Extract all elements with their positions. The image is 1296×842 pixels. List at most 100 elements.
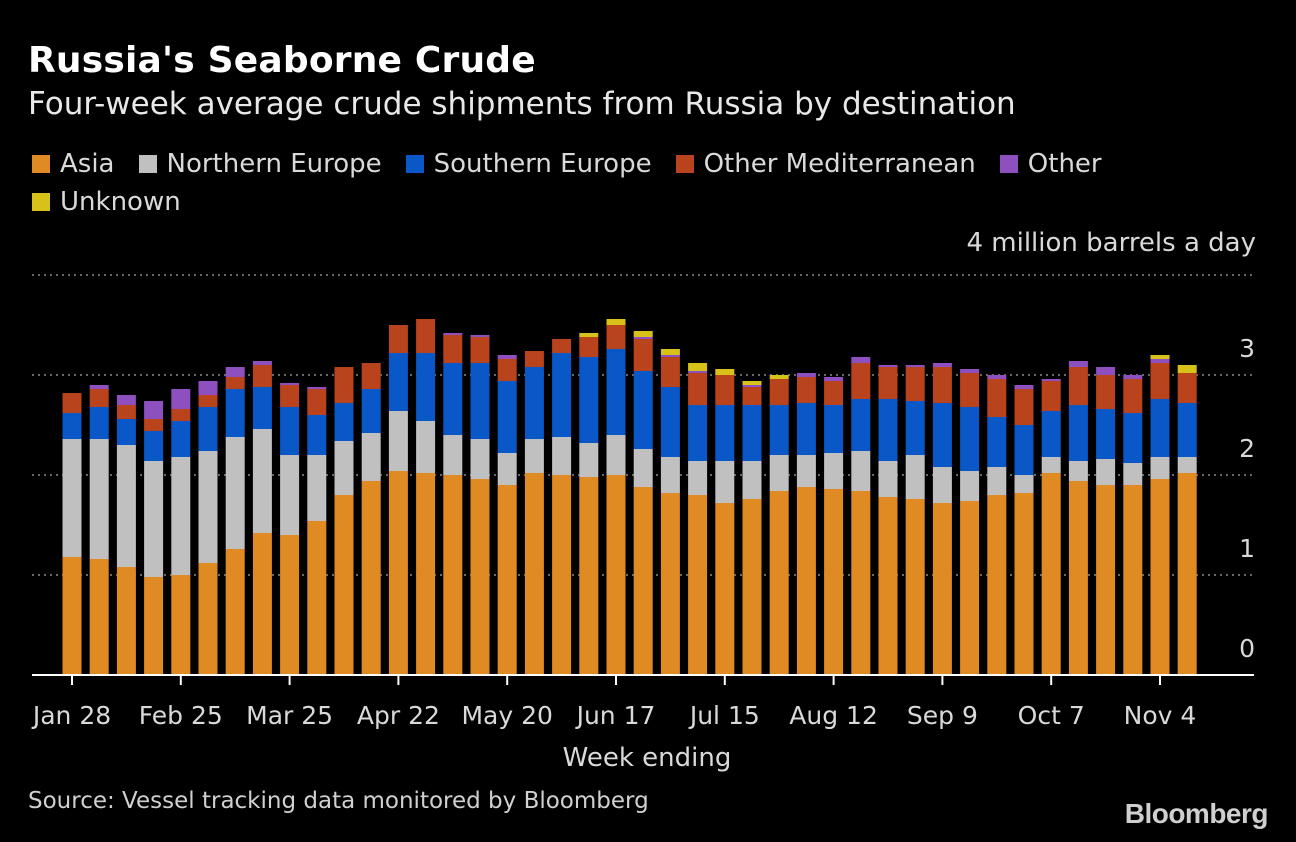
bar-segment — [824, 405, 844, 453]
bar-segment — [307, 521, 327, 675]
bar-segment — [388, 353, 408, 411]
bar-segment — [633, 339, 653, 371]
bar-segment — [144, 577, 164, 675]
bar-segment — [62, 557, 82, 675]
bar-segment — [932, 367, 952, 403]
bar-segment — [1041, 411, 1061, 457]
bar-segment — [660, 355, 680, 357]
bar-segment — [688, 405, 708, 461]
bar-segment — [552, 437, 572, 475]
bar-segment — [579, 477, 599, 675]
bar-segment — [388, 411, 408, 471]
legend-swatch — [138, 155, 157, 173]
bar-segment — [1177, 473, 1197, 675]
bar-segment — [633, 487, 653, 675]
bar-segment — [1177, 403, 1197, 457]
bar-segment — [524, 351, 544, 367]
bar-segment — [334, 495, 354, 675]
legend-swatch — [32, 155, 50, 173]
bar-segment — [796, 455, 816, 487]
bar-segment — [1014, 475, 1034, 493]
bar-segment — [824, 453, 844, 489]
bar-segment — [171, 575, 191, 675]
bar-segment — [606, 319, 626, 325]
bar-segment — [932, 403, 952, 467]
legend-item-northern-europe: Northern Europe — [138, 148, 382, 180]
bar-segment — [660, 357, 680, 387]
bar-segment — [361, 363, 381, 389]
bar-segment — [334, 441, 354, 495]
bar-segment — [280, 535, 300, 675]
bar-segment — [470, 337, 490, 363]
bar-segment — [524, 439, 544, 473]
bar-segment — [960, 373, 980, 407]
bar-segment — [688, 363, 708, 371]
bar-segment — [416, 473, 436, 675]
bar-segment — [497, 453, 517, 485]
bar-segment — [89, 385, 109, 389]
x-tick-label: Jun 17 — [575, 701, 656, 730]
bar-segment — [470, 335, 490, 337]
bar-segment — [116, 405, 136, 419]
bar-segment — [688, 373, 708, 405]
y-tick-label: 2 — [1239, 434, 1255, 463]
bar-segment — [987, 417, 1007, 467]
bar-segment — [796, 377, 816, 403]
bar-segment — [252, 429, 272, 533]
bar-segment — [1150, 359, 1170, 363]
bar-segment — [280, 385, 300, 407]
bar-segment — [116, 567, 136, 675]
bar-segment — [1150, 457, 1170, 479]
bar-segment — [878, 399, 898, 461]
bar-segment — [769, 375, 789, 379]
bar-segment — [688, 461, 708, 495]
bar-segment — [960, 501, 980, 675]
bar-segment — [388, 471, 408, 675]
bar-segment — [62, 413, 82, 439]
x-tick-label: Mar 25 — [246, 701, 333, 730]
bar-segment — [443, 435, 463, 475]
bar-segment — [742, 405, 762, 461]
bar-segment — [1123, 463, 1143, 485]
bar-segment — [524, 367, 544, 439]
bar-segment — [579, 357, 599, 443]
bar-segment — [416, 421, 436, 473]
bar-segment — [198, 407, 218, 451]
x-tick-label: Jul 15 — [688, 701, 760, 730]
bar-segment — [579, 337, 599, 357]
bar-segment — [905, 367, 925, 401]
bar-segment — [225, 367, 245, 377]
bar-segment — [1068, 481, 1088, 675]
bar-segment — [443, 333, 463, 335]
bar-segment — [552, 353, 572, 437]
bar-segment — [1041, 473, 1061, 675]
bar-segment — [225, 549, 245, 675]
bar-segment — [497, 381, 517, 453]
bar-segment — [796, 373, 816, 377]
bar-segment — [144, 431, 164, 461]
bloomberg-logo: Bloomberg — [1124, 798, 1269, 829]
bar-segment — [905, 499, 925, 675]
bar-segment — [987, 467, 1007, 495]
bar-segment — [416, 319, 436, 353]
bar-segment — [497, 355, 517, 359]
bar-segment — [742, 387, 762, 405]
bar-segment — [470, 479, 490, 675]
bar-segment — [606, 349, 626, 435]
x-axis-title: Week ending — [563, 743, 732, 773]
x-tick-label: Nov 4 — [1124, 701, 1197, 730]
bar-segment — [280, 407, 300, 455]
bar-segment — [1123, 485, 1143, 675]
bar-segment — [198, 563, 218, 675]
legend-label: Southern Europe — [433, 149, 652, 179]
legend-swatch — [32, 193, 50, 211]
bar-segment — [878, 365, 898, 367]
legend-swatch — [999, 155, 1018, 173]
y-tick-label: 3 — [1239, 334, 1255, 363]
bar-segment — [62, 393, 82, 413]
bar-segment — [252, 361, 272, 365]
bar-segment — [225, 389, 245, 437]
legend-swatch — [675, 155, 694, 173]
bar-segment — [116, 445, 136, 567]
legend-label: Northern Europe — [166, 149, 382, 179]
